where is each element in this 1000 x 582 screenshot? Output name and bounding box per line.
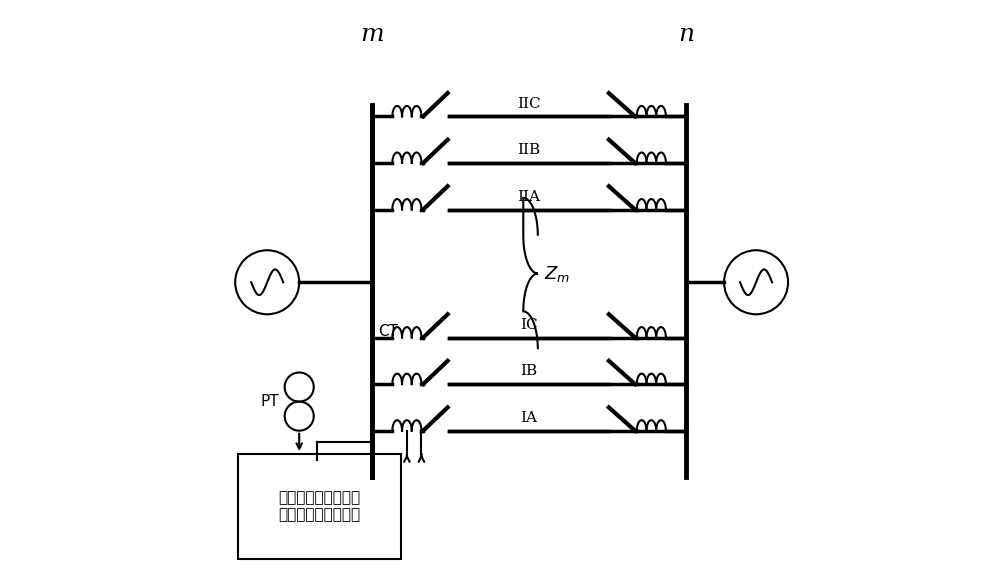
FancyBboxPatch shape	[238, 454, 401, 559]
Text: IIB: IIB	[518, 143, 541, 157]
Text: IA: IA	[521, 411, 538, 425]
Text: IIC: IIC	[517, 97, 541, 111]
Text: 应用本发明方法的输
电线路继电保护装置: 应用本发明方法的输 电线路继电保护装置	[279, 490, 361, 523]
Text: PT: PT	[260, 394, 279, 409]
Text: IIA: IIA	[518, 190, 541, 204]
Text: $Z_m$: $Z_m$	[544, 264, 570, 283]
Text: n: n	[678, 23, 694, 47]
Text: IC: IC	[520, 318, 538, 332]
Text: CT: CT	[378, 324, 398, 339]
Text: m: m	[360, 23, 384, 47]
Text: IB: IB	[521, 364, 538, 378]
